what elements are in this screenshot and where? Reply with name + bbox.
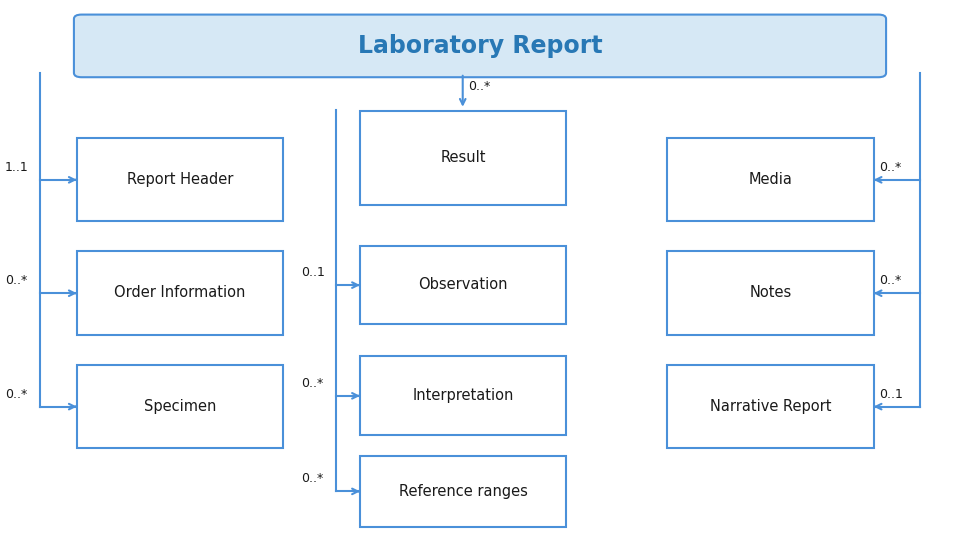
FancyBboxPatch shape	[360, 111, 566, 205]
Text: 0..*: 0..*	[301, 472, 324, 485]
FancyBboxPatch shape	[74, 15, 886, 77]
Text: Notes: Notes	[749, 286, 792, 300]
FancyBboxPatch shape	[360, 456, 566, 526]
Text: Interpretation: Interpretation	[413, 388, 514, 403]
Text: 0..1: 0..1	[301, 266, 325, 279]
FancyBboxPatch shape	[360, 246, 566, 324]
FancyBboxPatch shape	[77, 138, 283, 221]
FancyBboxPatch shape	[77, 251, 283, 335]
Text: 1..1: 1..1	[5, 161, 29, 174]
Text: Narrative Report: Narrative Report	[709, 399, 831, 414]
Text: Report Header: Report Header	[127, 172, 233, 187]
Text: 0..*: 0..*	[468, 80, 491, 93]
Text: Media: Media	[749, 172, 792, 187]
Text: Specimen: Specimen	[144, 399, 216, 414]
Text: Laboratory Report: Laboratory Report	[358, 34, 602, 58]
Text: 0..*: 0..*	[301, 377, 324, 390]
Text: Order Information: Order Information	[114, 286, 246, 300]
FancyBboxPatch shape	[667, 364, 874, 448]
FancyBboxPatch shape	[667, 251, 874, 335]
Text: 0..*: 0..*	[879, 274, 901, 287]
Text: 0..*: 0..*	[879, 161, 901, 174]
FancyBboxPatch shape	[667, 138, 874, 221]
Text: 0..*: 0..*	[5, 388, 27, 401]
FancyBboxPatch shape	[360, 356, 566, 435]
Text: Reference ranges: Reference ranges	[398, 484, 528, 499]
Text: Observation: Observation	[419, 278, 508, 292]
FancyBboxPatch shape	[77, 364, 283, 448]
Text: 0..1: 0..1	[879, 388, 903, 401]
Text: 0..*: 0..*	[5, 274, 27, 287]
Text: Result: Result	[441, 151, 486, 165]
